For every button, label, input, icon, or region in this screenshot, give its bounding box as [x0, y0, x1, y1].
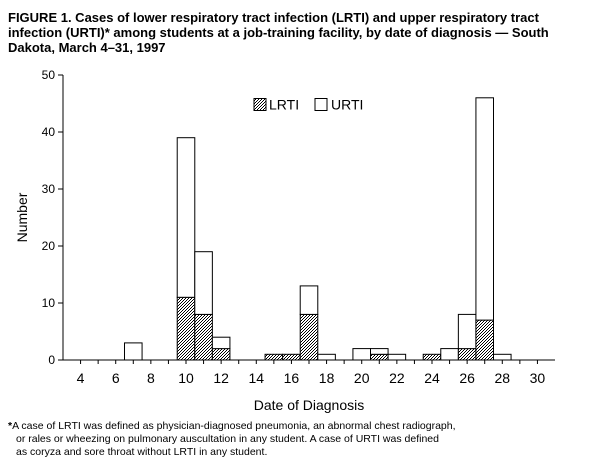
bar-lrti-day-11 — [194, 313, 213, 361]
footnote-line-3: as coryza and sore throat without LRTI i… — [16, 446, 268, 458]
y-tick-label-0: 0 — [48, 353, 55, 367]
x-tick-label-12: 12 — [213, 370, 229, 386]
bar-lrti-day-17 — [299, 313, 319, 361]
x-tick-label-18: 18 — [319, 370, 335, 386]
bar-urti-day-27 — [475, 97, 494, 321]
x-tick-label-22: 22 — [389, 370, 405, 386]
bar-lrti-day-24 — [422, 353, 442, 361]
bar-urti-day-10 — [176, 137, 196, 298]
bar-lrti-day-21 — [370, 353, 389, 361]
bar-urti-day-18 — [317, 353, 336, 361]
x-tick-label-4: 4 — [77, 370, 85, 386]
bar-urti-day-21 — [370, 348, 389, 355]
bar-lrti-day-16 — [282, 353, 301, 361]
y-tick-label-20: 20 — [42, 239, 56, 253]
bar-urti-day-12 — [211, 336, 231, 350]
footnote-line-2: or rales or wheezing on pulmonary auscul… — [16, 433, 439, 445]
y-tick-label-30: 30 — [42, 182, 56, 196]
x-tick-label-16: 16 — [284, 370, 300, 386]
bar-urti-day-22 — [387, 353, 407, 361]
x-tick-label-10: 10 — [178, 370, 194, 386]
axes-layer: 0 10 20 30 40 50 4 6 8 10 12 14 16 18 20 22 24 26 28 30 Date… — [14, 68, 555, 413]
x-tick-label-8: 8 — [147, 370, 155, 386]
y-tick-label-10: 10 — [42, 296, 56, 310]
stacked-bar-chart: 0 10 20 30 40 50 4 6 8 10 12 14 16 18 20 22 24 26 28 30 Date… — [14, 68, 555, 413]
y-tick-label-50: 50 — [42, 68, 56, 82]
bar-urti-day-25 — [440, 348, 459, 361]
bar-urti-day-26 — [457, 313, 477, 350]
bar-urti-day-7 — [124, 342, 143, 361]
footnote-marker: * — [8, 420, 13, 432]
bar-lrti-day-26 — [457, 348, 477, 361]
x-tick-label-20: 20 — [354, 370, 370, 386]
x-tick-label-14: 14 — [248, 370, 264, 386]
bar-lrti-day-10 — [176, 296, 196, 361]
bar-urti-day-28 — [493, 353, 512, 361]
legend-label-lrti: LRTI — [269, 97, 299, 113]
x-axis-label: Date of Diagnosis — [254, 397, 365, 413]
x-tick-label-26: 26 — [459, 370, 475, 386]
bar-urti-day-20 — [352, 348, 371, 361]
bar-lrti-day-15 — [264, 353, 284, 361]
x-tick-label-28: 28 — [494, 370, 510, 386]
x-tick-label-30: 30 — [530, 370, 546, 386]
legend-swatch-urti — [314, 98, 328, 111]
x-tick-label-24: 24 — [424, 370, 440, 386]
x-tick-label-6: 6 — [112, 370, 120, 386]
bars-layer — [124, 97, 512, 361]
legend-swatch-lrti — [253, 98, 267, 111]
figure-title: FIGURE 1. Cases of lower respiratory tra… — [8, 10, 549, 55]
bar-urti-day-17 — [299, 285, 319, 315]
footnote-text-1: A case of LRTI was defined as physician-… — [12, 420, 456, 432]
bar-lrti-day-12 — [211, 348, 231, 361]
bar-lrti-day-27 — [475, 319, 494, 361]
y-tick-label-40: 40 — [42, 125, 56, 139]
legend-label-urti: URTI — [331, 97, 363, 113]
legend: LRTI URTI — [253, 97, 363, 113]
y-axis-label: Number — [14, 192, 30, 242]
footnote: *A case of LRTI was defined as physician… — [8, 420, 593, 459]
bar-urti-day-11 — [194, 251, 213, 315]
footnote-line-1: *A case of LRTI was defined as physician… — [8, 420, 593, 433]
